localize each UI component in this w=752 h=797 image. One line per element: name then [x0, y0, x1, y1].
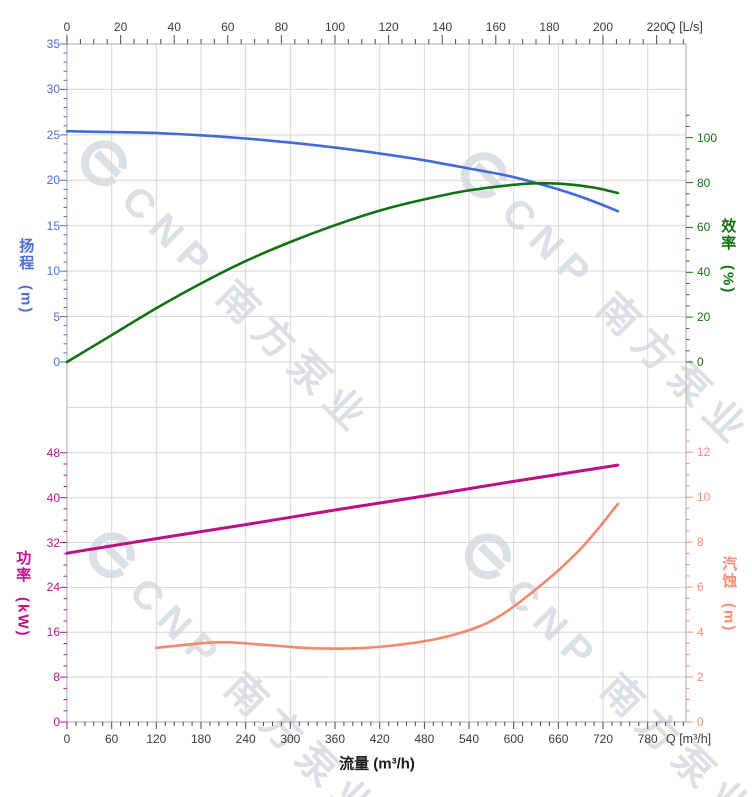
bottom-axis-unit-label: Q [m³/h]: [666, 732, 712, 746]
plot-border: [66, 43, 687, 723]
head-axis-name: 扬程: [17, 238, 35, 272]
power-axis-ticks: [60, 452, 67, 723]
power-axis-label: 功率 (kW): [14, 550, 31, 638]
efficiency-axis-label: 效率 (%): [719, 218, 736, 294]
efficiency-axis-ticks: [686, 114, 693, 363]
head-axis-unit: (m): [17, 285, 35, 315]
power-axis-name: 功率: [14, 550, 32, 584]
npsh-curve: [155, 502, 620, 651]
head-axis-label: 扬程 (m): [17, 238, 34, 314]
grid-lines: [67, 44, 686, 722]
head-axis-ticks: [60, 43, 67, 363]
npsh-axis-unit: (m): [720, 603, 738, 633]
head-curve: [65, 129, 620, 213]
npsh-axis-label: 汽蚀 (m): [720, 556, 737, 632]
power-axis-unit: (kW): [14, 597, 32, 638]
power-curve: [65, 463, 620, 555]
bottom-axis-ticks: [66, 722, 684, 729]
top-axis-ticks: [66, 35, 684, 44]
efficiency-curve: [65, 181, 620, 364]
top-axis-unit-label: Q [L/s]: [666, 20, 703, 34]
npsh-axis-ticks: [686, 429, 693, 723]
efficiency-axis-unit: (%): [719, 265, 737, 295]
efficiency-axis-name: 效率: [719, 218, 737, 252]
npsh-axis-name: 汽蚀: [720, 556, 738, 590]
flow-axis-title: 流量 (m³/h): [339, 755, 415, 773]
